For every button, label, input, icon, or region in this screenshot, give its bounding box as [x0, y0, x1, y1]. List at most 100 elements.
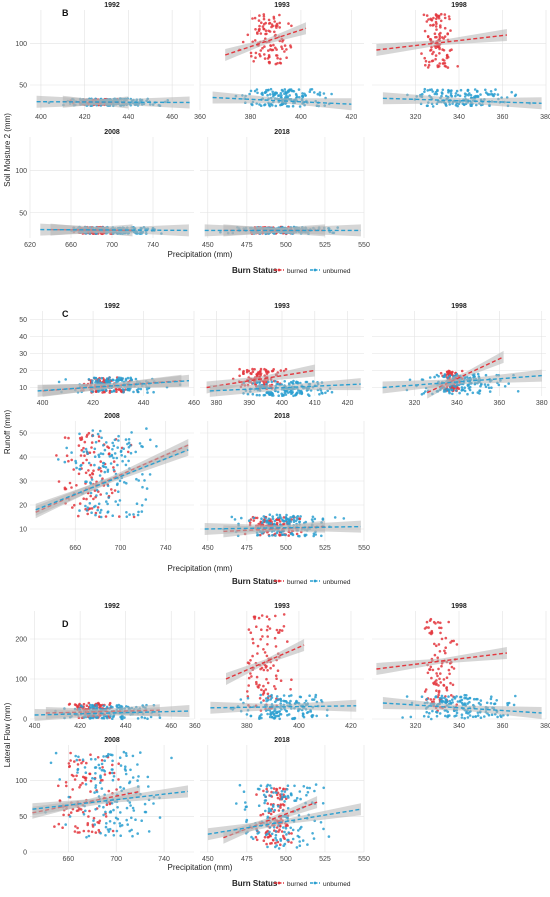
data-point-unburned [260, 716, 263, 720]
data-point-unburned [112, 808, 115, 812]
data-point-unburned [440, 696, 444, 700]
data-point-unburned [99, 776, 102, 780]
data-point-unburned [274, 379, 277, 383]
trend-line-burned [376, 34, 507, 51]
data-point-unburned [122, 787, 126, 790]
data-point-burned [73, 503, 76, 507]
data-point-unburned [263, 103, 266, 107]
data-point-burned [96, 756, 100, 759]
x-tick-label: 460 [165, 723, 177, 730]
panel-title: 1992 [104, 2, 120, 9]
data-point-unburned [471, 715, 475, 719]
data-point-unburned [448, 374, 452, 378]
data-point-burned [257, 616, 261, 620]
data-point-burned [249, 672, 252, 675]
data-point-burned [97, 435, 101, 438]
data-point-unburned [422, 714, 426, 718]
data-point-unburned [122, 391, 125, 394]
data-point-burned [99, 460, 102, 463]
data-point-unburned [111, 448, 114, 451]
data-point-unburned [138, 442, 142, 445]
data-point-unburned [271, 90, 275, 94]
confidence-band-unburned [37, 374, 189, 397]
data-point-burned [80, 449, 83, 452]
data-point-unburned [97, 466, 101, 470]
data-point-unburned [295, 381, 298, 385]
data-point-burned [280, 629, 284, 632]
data-point-burned [267, 835, 270, 839]
data-point-unburned [315, 714, 319, 718]
data-point-unburned [294, 799, 298, 802]
data-point-unburned [119, 834, 122, 837]
data-point-burned [435, 679, 438, 682]
data-point-burned [274, 46, 277, 50]
data-point-burned [262, 789, 265, 793]
data-point-burned [437, 667, 440, 671]
data-point-unburned [111, 778, 115, 782]
data-point-unburned [123, 481, 126, 484]
data-point-burned [68, 764, 71, 768]
data-point-unburned [119, 824, 122, 828]
legend-dot-burned [277, 268, 281, 272]
data-point-unburned [95, 703, 98, 707]
data-point-unburned [130, 431, 133, 434]
x-tick-label: 320 [409, 400, 421, 407]
data-point-burned [269, 803, 273, 806]
data-point-unburned [268, 715, 272, 719]
data-point-unburned [84, 809, 87, 813]
data-point-unburned [305, 793, 308, 797]
y-tick-label: 10 [19, 527, 27, 534]
data-point-burned [264, 369, 268, 373]
data-point-burned [290, 678, 293, 681]
data-point-unburned [427, 715, 430, 718]
data-point-unburned [456, 93, 460, 97]
data-point-unburned [281, 795, 284, 799]
data-point-burned [267, 49, 270, 52]
data-point-burned [289, 688, 292, 691]
data-point-unburned [264, 795, 267, 798]
data-point-unburned [135, 477, 138, 481]
data-point-unburned [311, 515, 315, 519]
panel-title: 2008 [104, 413, 120, 420]
x-tick-label: 620 [24, 242, 36, 249]
data-point-unburned [325, 714, 329, 717]
data-point-unburned [489, 90, 493, 93]
data-point-unburned [117, 490, 120, 494]
data-point-burned [295, 532, 299, 536]
data-point-unburned [298, 790, 302, 793]
data-point-unburned [270, 786, 273, 790]
data-point-unburned [472, 697, 476, 701]
legend-dot-unburned [313, 579, 317, 583]
data-point-unburned [270, 693, 273, 697]
data-point-unburned [271, 805, 275, 808]
data-point-unburned [84, 480, 87, 484]
data-point-unburned [92, 819, 95, 822]
data-point-burned [427, 626, 430, 629]
data-point-unburned [308, 394, 311, 398]
data-point-burned [57, 822, 61, 826]
data-point-unburned [307, 710, 310, 714]
data-point-unburned [465, 711, 468, 715]
data-point-unburned [107, 830, 111, 833]
data-point-unburned [65, 446, 68, 450]
data-point-burned [107, 789, 111, 793]
data-point-unburned [295, 796, 299, 800]
data-point-unburned [442, 390, 446, 393]
data-point-unburned [64, 823, 67, 826]
data-point-unburned [125, 511, 128, 514]
data-point-unburned [292, 520, 296, 523]
data-point-burned [86, 512, 89, 516]
data-point-unburned [122, 388, 126, 392]
data-point-unburned [306, 843, 309, 846]
data-point-unburned [118, 822, 122, 825]
data-point-burned [79, 454, 83, 457]
data-point-unburned [298, 520, 302, 523]
data-point-unburned [112, 834, 116, 837]
x-tick-label: 500 [280, 242, 292, 249]
data-point-unburned [147, 830, 151, 833]
data-point-unburned [95, 706, 99, 709]
data-point-unburned [275, 844, 279, 847]
panel-title: 1993 [274, 2, 290, 9]
data-point-burned [71, 788, 74, 791]
data-point-unburned [140, 819, 143, 822]
